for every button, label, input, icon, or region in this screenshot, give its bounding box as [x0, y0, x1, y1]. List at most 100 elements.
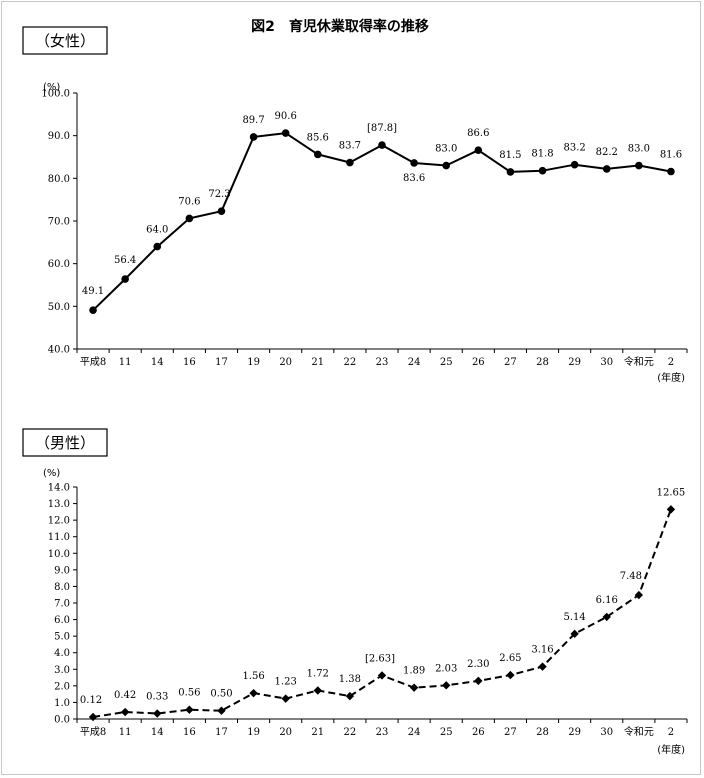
data-point — [153, 242, 162, 251]
y-tick-label: 60.0 — [48, 259, 70, 270]
data-point — [506, 168, 515, 176]
data-label: 70.6 — [178, 196, 200, 207]
data-label: 0.50 — [210, 689, 232, 700]
x-tick-label: 24 — [408, 357, 421, 368]
data-label: 83.0 — [628, 144, 650, 155]
y-unit-label: (%) — [43, 468, 60, 479]
y-tick-label: 3.0 — [54, 665, 70, 676]
x-tick-label: 29 — [568, 727, 581, 738]
data-label: 1.38 — [339, 674, 361, 685]
data-point — [410, 159, 418, 167]
data-point — [88, 712, 98, 722]
x-tick-label: 26 — [472, 727, 485, 738]
y-tick-label: 2.0 — [54, 681, 70, 692]
data-point — [506, 670, 515, 680]
x-tick-label: 令和元 — [624, 725, 654, 738]
y-tick-label: 7.0 — [54, 599, 70, 610]
data-point — [442, 681, 451, 690]
data-point — [634, 590, 644, 600]
data-label: [87.8] — [367, 123, 397, 134]
data-label: 82.2 — [596, 147, 618, 158]
y-tick-label: 14.0 — [48, 483, 70, 494]
y-tick-label: 100.0 — [41, 89, 70, 100]
data-label: 3.16 — [531, 645, 553, 656]
figure-title: 図2 育児休業取得率の推移 — [251, 18, 429, 35]
data-point — [667, 167, 675, 176]
x-tick-label: 28 — [536, 727, 549, 738]
y-tick-label: 50.0 — [48, 302, 70, 313]
data-label: 1.23 — [275, 677, 297, 688]
y-tick-label: 40.0 — [48, 345, 70, 356]
y-tick-label: 10.0 — [48, 549, 70, 560]
data-point — [570, 160, 579, 169]
x-tick-label: 22 — [344, 357, 357, 368]
data-point — [474, 676, 483, 686]
x-tick-label: 16 — [183, 727, 196, 738]
x-tick-label: 14 — [151, 727, 164, 738]
data-point — [217, 706, 226, 715]
data-label: 81.5 — [499, 150, 521, 161]
x-tick-label: 11 — [119, 357, 132, 368]
female-chart: （女性） (%) 40.0 50.0 60.0 70.0 80.0 90.0 100.0 平成8… — [22, 26, 688, 384]
data-point — [121, 275, 129, 283]
y-tick-label: 8.0 — [54, 582, 70, 593]
data-point — [249, 688, 258, 698]
x-axis-label: (年度) — [657, 371, 685, 384]
x-tick-label: 14 — [151, 357, 164, 368]
x-tick-label: 28 — [536, 357, 549, 368]
y-tick-label: 0.0 — [54, 715, 70, 726]
data-label: 81.8 — [531, 149, 553, 160]
data-point — [345, 691, 355, 701]
x-tick-label: 30 — [600, 727, 613, 738]
x-tick-label: 21 — [311, 357, 324, 368]
data-point — [474, 146, 483, 154]
data-point — [635, 161, 643, 170]
data-label: 83.2 — [563, 143, 585, 154]
data-label: 83.6 — [403, 173, 425, 184]
data-point — [313, 150, 322, 159]
male-section-box — [22, 428, 108, 457]
x-tick-label: 25 — [440, 357, 453, 368]
data-label: 0.33 — [146, 692, 168, 703]
male-chart: （男性） (%) 0.0 1.0 2.0 3.0 4.0 5.0 6.0 7.0 8.0 9.0 10… — [22, 428, 688, 756]
data-label: 1.72 — [307, 668, 329, 679]
y-tick-label: 90.0 — [48, 131, 70, 142]
x-tick-label: 11 — [119, 727, 132, 738]
data-label: 12.65 — [657, 487, 686, 498]
data-label: 83.7 — [339, 141, 361, 152]
data-point — [120, 707, 130, 717]
data-point — [153, 709, 162, 718]
y-tick-label: 9.0 — [54, 565, 70, 576]
data-label: 6.16 — [596, 595, 618, 606]
male-section-label: （男性） — [35, 434, 95, 452]
data-point — [217, 207, 226, 215]
data-label: 83.0 — [435, 144, 457, 155]
x-tick-label: 26 — [472, 357, 485, 368]
data-label: 2.03 — [435, 663, 457, 674]
y-tick-label: 1.0 — [54, 698, 70, 709]
data-point — [570, 629, 579, 639]
data-label: 72.3 — [208, 189, 230, 200]
y-tick-label: 13.0 — [48, 499, 70, 510]
x-tick-label: 30 — [600, 357, 613, 368]
data-point — [538, 662, 547, 671]
data-point — [666, 505, 676, 514]
x-tick-label: 平成8 — [80, 726, 106, 738]
data-label: 86.6 — [467, 128, 489, 139]
data-label: 0.42 — [114, 690, 136, 701]
x-tick-label: 21 — [311, 727, 324, 738]
series-line — [92, 132, 672, 311]
x-tick-label: 2 — [668, 357, 674, 368]
data-label: 0.12 — [80, 695, 102, 706]
data-point — [89, 306, 97, 314]
x-tick-label: 25 — [440, 727, 453, 738]
data-point — [313, 686, 322, 695]
x-tick-label: 19 — [247, 357, 260, 368]
data-point — [185, 705, 194, 714]
y-tick-label: 12.0 — [48, 516, 70, 527]
data-label: 81.6 — [660, 150, 682, 161]
y-tick-label: 11.0 — [48, 532, 70, 543]
data-point — [378, 141, 386, 149]
